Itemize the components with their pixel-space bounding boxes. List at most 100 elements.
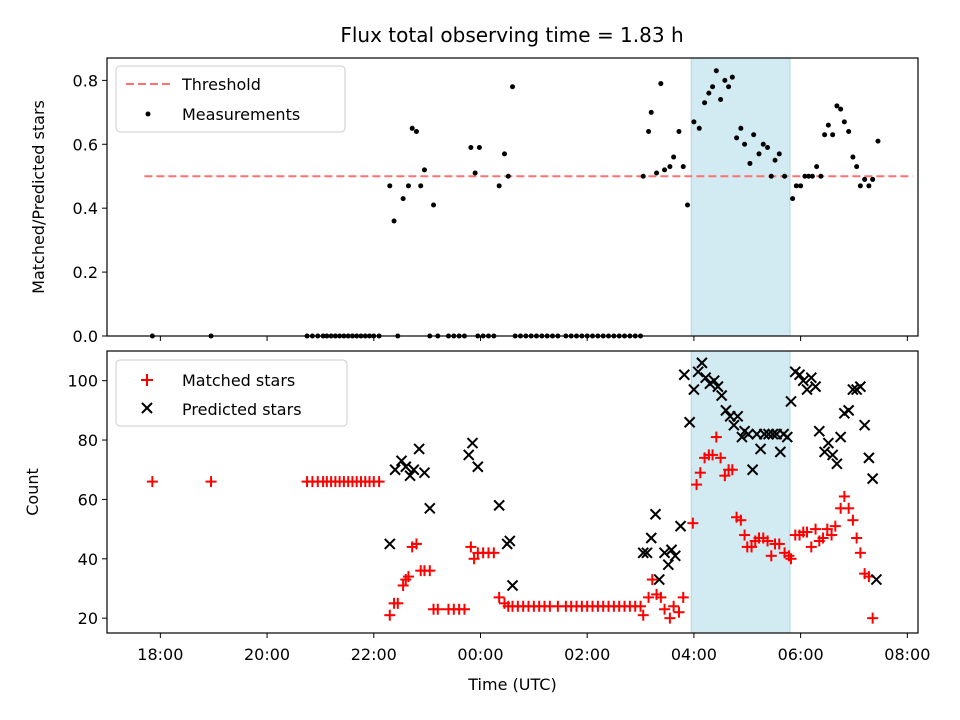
matched-stars-point [843, 502, 855, 514]
measurement-point [825, 122, 831, 128]
measurement-point [798, 183, 804, 189]
measurement-point [830, 132, 836, 138]
observing-window-span [690, 350, 791, 634]
measurement-point [747, 160, 753, 166]
predicted-stars-point [678, 369, 691, 381]
predicted-stars-point [699, 372, 712, 384]
matched-stars-point [659, 603, 671, 615]
measurement-point [685, 202, 691, 208]
predicted-stars-point [854, 380, 867, 393]
measurement-point [756, 151, 762, 157]
x-tick-label: 02:00 [564, 645, 610, 664]
measurement-point [501, 151, 507, 157]
predicted-stars-point [863, 452, 875, 464]
y-tick-label: 0.2 [73, 263, 98, 282]
ratio-y-axis-label: Matched/Predicted stars [29, 100, 48, 294]
measurement-point [765, 144, 771, 150]
predicted-stars-point [813, 425, 825, 437]
measurement-point [818, 173, 824, 179]
matched-stars-point [677, 591, 689, 603]
matched-stars-point [668, 600, 680, 612]
matched-stars-point [765, 550, 777, 562]
predicted-stars-point [720, 404, 732, 417]
predicted-stars-point [641, 547, 653, 559]
measurement-point [751, 132, 757, 138]
matched-stars-point [801, 526, 813, 538]
matched-stars-point [785, 553, 797, 565]
matched-stars-point [637, 609, 649, 621]
predicted-stars-point [696, 357, 708, 369]
counts-legend: Matched stars Predicted stars [115, 359, 348, 427]
matched-stars-point [838, 490, 850, 502]
matched-stars-point [673, 606, 685, 618]
measurement-point [742, 141, 748, 147]
y-tick-label: 100 [67, 372, 98, 391]
measurement-point [793, 183, 799, 189]
matched-stars-point [726, 464, 738, 476]
y-tick-label: 0.0 [73, 327, 98, 346]
y-tick-label: 0.6 [73, 135, 98, 154]
predicted-stars-point [424, 502, 436, 515]
predicted-stars-point [658, 547, 671, 559]
counts-y-axis-label: Count [23, 468, 42, 516]
matched-stars-point [710, 431, 722, 443]
predicted-stars-point [870, 573, 883, 586]
x-tick-label: 18:00 [137, 645, 183, 664]
predicted-stars-point [692, 366, 704, 378]
matched-stars-point [851, 532, 863, 544]
matched-stars-point [458, 603, 470, 615]
predicted-stars-point [645, 532, 657, 544]
predicted-stars-point [493, 499, 505, 512]
observing-window-span [690, 57, 791, 337]
predicted-stars-point [793, 369, 806, 381]
measurement-point [850, 154, 856, 160]
predicted-stars-point [384, 538, 396, 550]
measurement-point [667, 164, 673, 170]
matched-stars-point [646, 574, 658, 586]
y-tick-label: 0.8 [73, 71, 98, 90]
legend-matched-swatch [141, 374, 153, 386]
predicted-stars-point [712, 380, 724, 393]
counts-axes-frame [106, 350, 919, 634]
matched-stars-point [402, 571, 414, 583]
predicted-stars-point [742, 428, 755, 440]
measurement-point [496, 183, 502, 189]
measurement-point [729, 74, 735, 80]
x-tick-label: 04:00 [671, 645, 717, 664]
matched-stars-point [805, 541, 817, 553]
predicted-stars-point [801, 383, 813, 396]
matched-stars-point [410, 538, 422, 550]
measurement-point [646, 128, 652, 134]
y-tick-label: 40 [78, 550, 98, 569]
measurement-point [680, 164, 686, 170]
predicted-stars-point [834, 431, 847, 443]
measurement-point [782, 173, 788, 179]
measurement-point [671, 154, 677, 160]
measurement-point [431, 202, 437, 208]
measurement-point [846, 128, 852, 134]
predicted-stars-point [767, 428, 779, 440]
measurement-point [857, 183, 863, 189]
matched-stars-point [821, 523, 833, 535]
predicted-stars-point [805, 372, 817, 384]
matched-stars-point [493, 591, 505, 603]
matched-stars-point [655, 591, 667, 603]
predicted-stars-point [408, 464, 420, 476]
predicted-stars-point [466, 437, 479, 449]
predicted-stars-point [866, 472, 879, 485]
measurement-point [776, 151, 782, 157]
legend-predicted-swatch [141, 402, 153, 414]
matched-stars-point [867, 612, 879, 624]
measurement-point [718, 97, 724, 103]
measurement-point [505, 173, 511, 179]
measurement-point [734, 135, 740, 141]
predicted-stars-point [831, 458, 843, 470]
measurement-point [713, 68, 719, 74]
counts-panel: 18:00 20:00 22:00 00:00 02:00 04:00 06:00 08:00… [23, 350, 930, 694]
matched-stars-point [746, 541, 758, 553]
matched-stars-point [715, 452, 727, 464]
matched-stars-point [719, 470, 731, 482]
measurement-point [702, 100, 708, 106]
predicted-stars-point [728, 419, 740, 431]
matched-stars-point [432, 603, 444, 615]
